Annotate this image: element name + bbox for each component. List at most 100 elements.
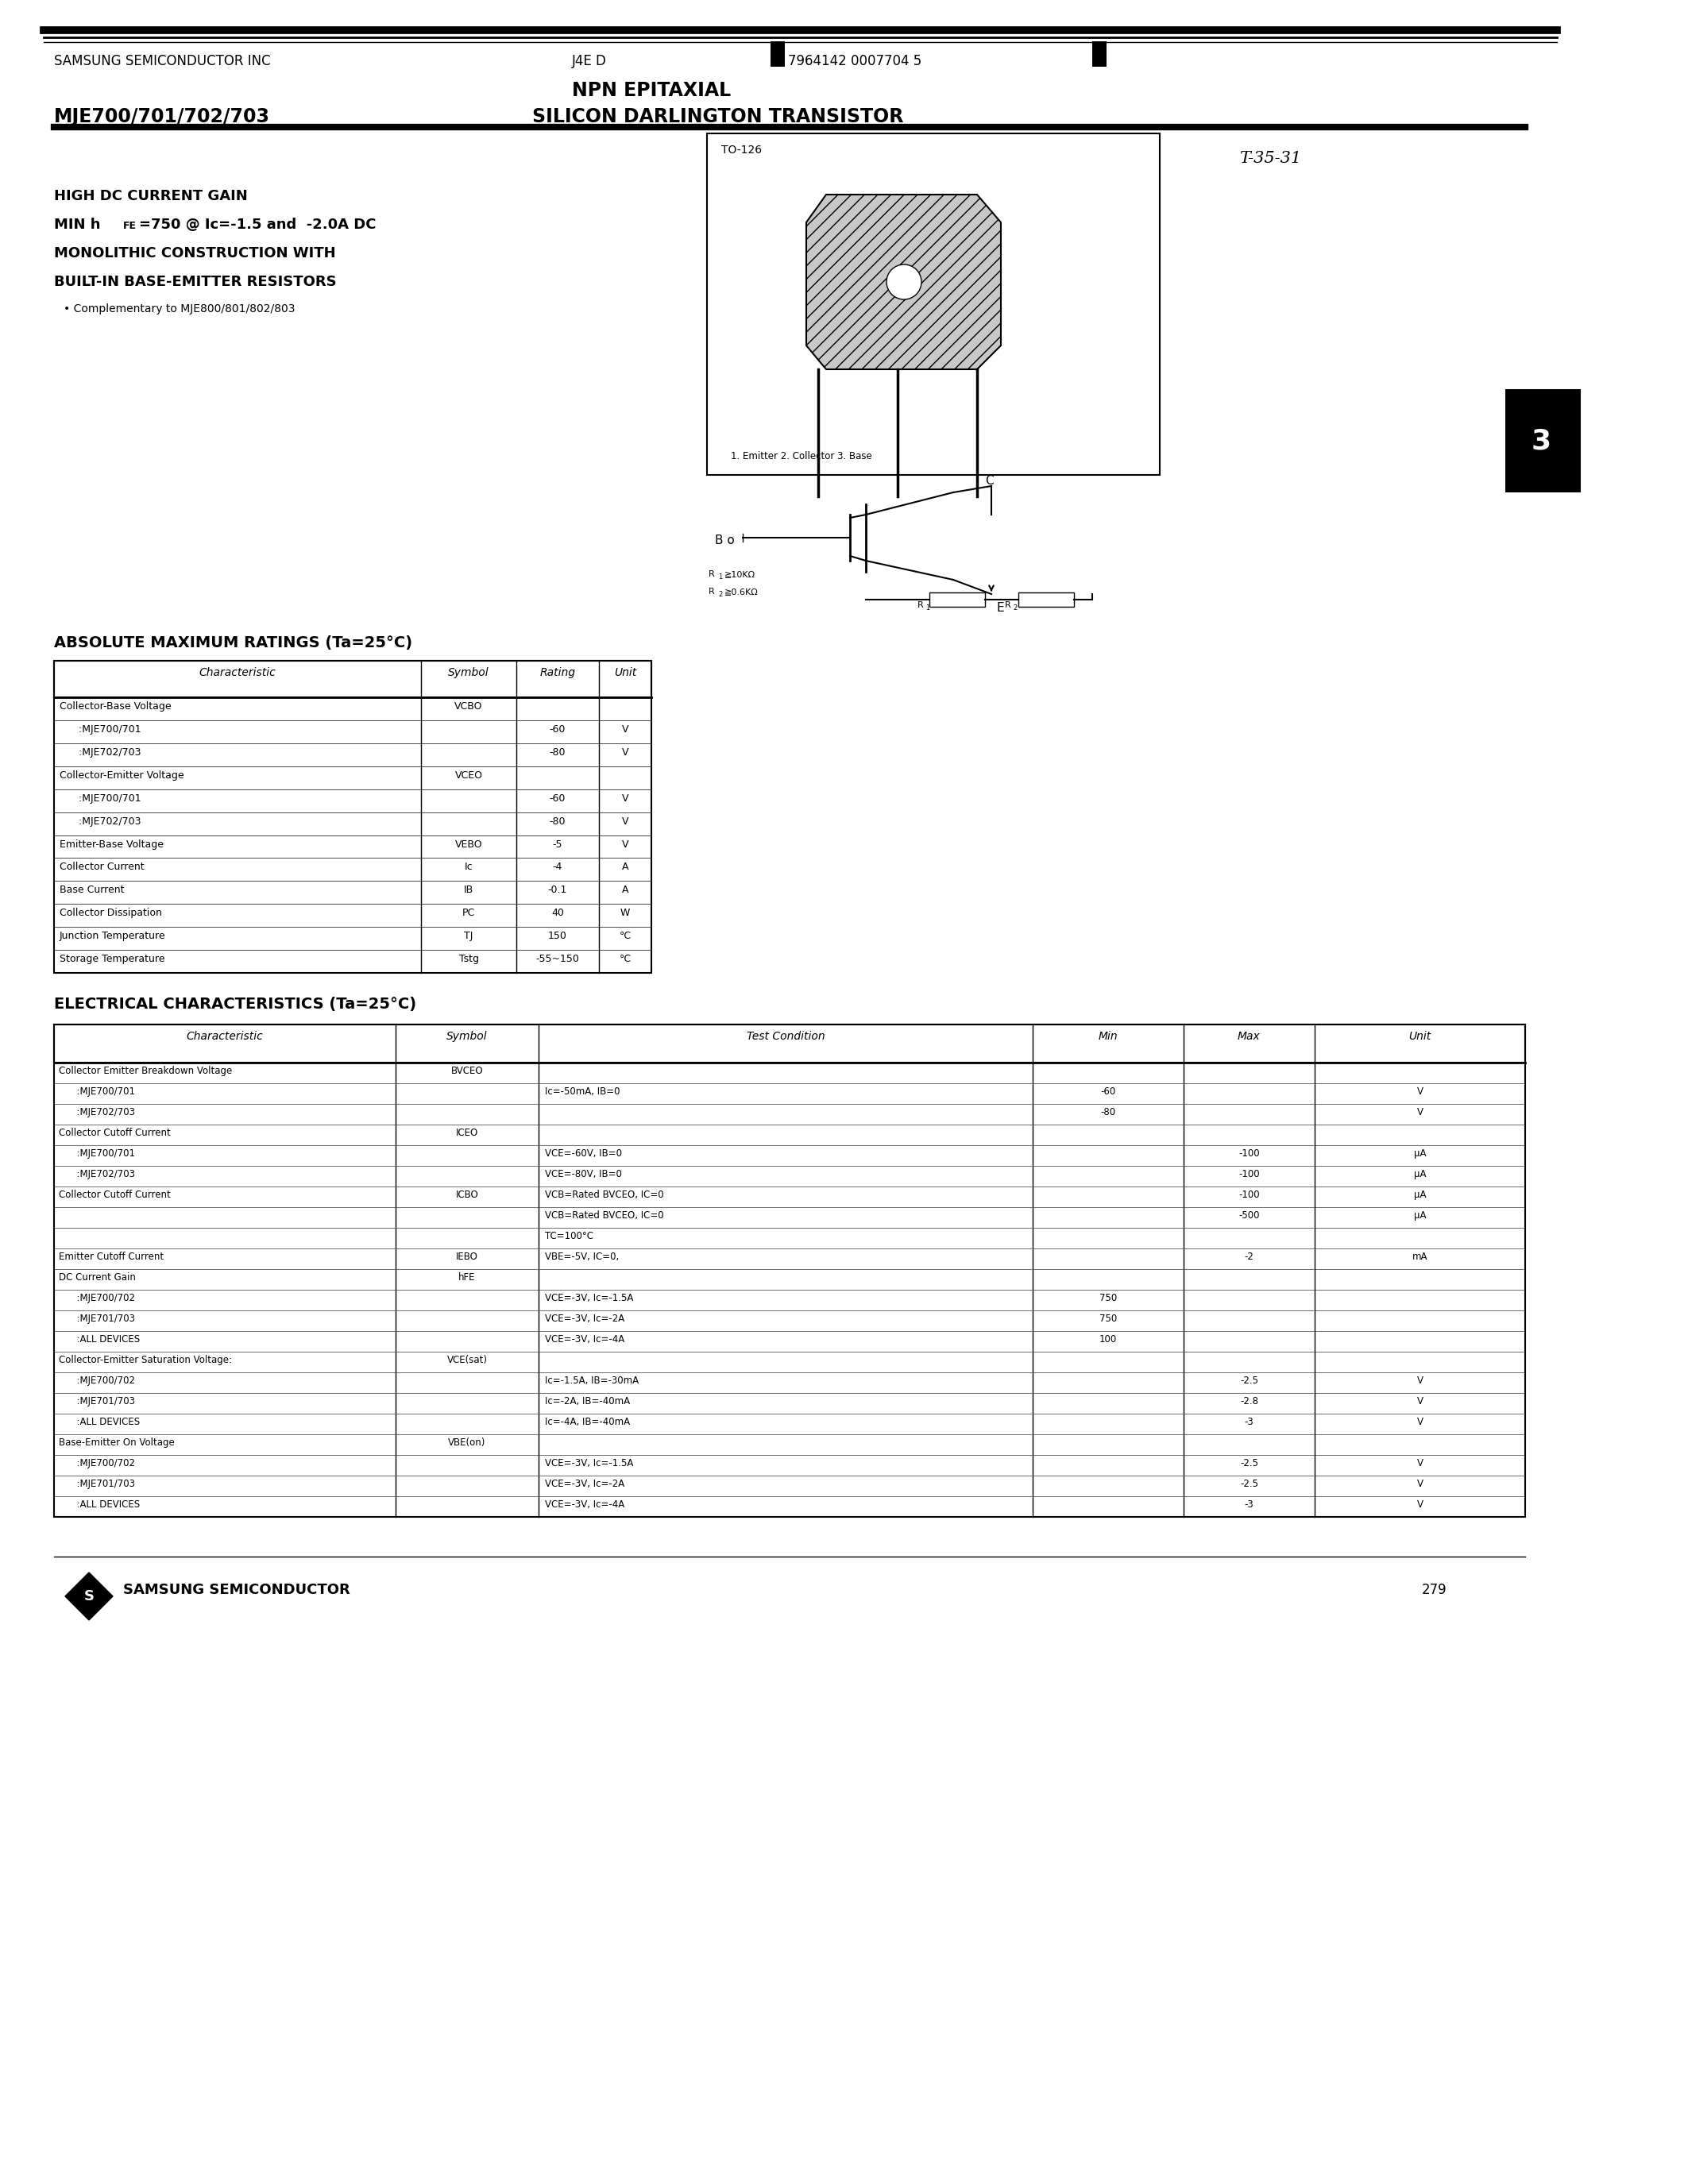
Text: -2: -2 bbox=[1244, 1251, 1254, 1262]
Text: V: V bbox=[1416, 1376, 1423, 1387]
Text: ELECTRICAL CHARACTERISTICS (Ta=25°C): ELECTRICAL CHARACTERISTICS (Ta=25°C) bbox=[54, 996, 417, 1011]
Text: :MJE702/703: :MJE702/703 bbox=[59, 1168, 135, 1179]
Text: 750: 750 bbox=[1099, 1293, 1117, 1304]
Text: Unit: Unit bbox=[1409, 1031, 1431, 1042]
Text: Collector-Base Voltage: Collector-Base Voltage bbox=[59, 701, 170, 712]
Text: BVCEO: BVCEO bbox=[451, 1066, 483, 1077]
Text: VCEO: VCEO bbox=[454, 771, 483, 780]
Text: V: V bbox=[1416, 1479, 1423, 1489]
Text: Collector Cutoff Current: Collector Cutoff Current bbox=[59, 1190, 170, 1199]
Text: A: A bbox=[621, 863, 628, 871]
Text: 3: 3 bbox=[1531, 428, 1551, 454]
Text: VCE=-3V, Ic=-2A: VCE=-3V, Ic=-2A bbox=[545, 1479, 625, 1489]
Text: Characteristic: Characteristic bbox=[199, 666, 275, 679]
Text: W: W bbox=[619, 909, 630, 917]
Text: -0.1: -0.1 bbox=[549, 885, 567, 895]
Text: E: E bbox=[998, 603, 1004, 614]
Text: -80: -80 bbox=[1101, 1107, 1116, 1118]
Text: IB: IB bbox=[464, 885, 474, 895]
Text: T-35-31: T-35-31 bbox=[1239, 151, 1301, 166]
Text: Symbol: Symbol bbox=[447, 1031, 488, 1042]
Text: Collector Current: Collector Current bbox=[59, 863, 143, 871]
Text: V: V bbox=[621, 839, 628, 850]
Text: ≧0.6KΩ: ≧0.6KΩ bbox=[724, 587, 758, 596]
Bar bbox=[770, 41, 785, 68]
Circle shape bbox=[886, 264, 922, 299]
Text: MIN h: MIN h bbox=[54, 218, 101, 232]
Text: V: V bbox=[621, 747, 628, 758]
Text: V: V bbox=[621, 817, 628, 826]
Text: 2: 2 bbox=[717, 592, 722, 598]
Text: -60: -60 bbox=[550, 793, 565, 804]
Text: Ic=-4A, IB=-40mA: Ic=-4A, IB=-40mA bbox=[545, 1417, 630, 1426]
Polygon shape bbox=[66, 1572, 113, 1621]
Text: ≧10KΩ: ≧10KΩ bbox=[724, 570, 756, 579]
Text: MJE700/701/702/703: MJE700/701/702/703 bbox=[54, 107, 270, 127]
Text: 750: 750 bbox=[1099, 1313, 1117, 1324]
Text: S: S bbox=[84, 1590, 95, 1603]
Text: VCB=Rated BVCEO, IC=0: VCB=Rated BVCEO, IC=0 bbox=[545, 1190, 663, 1199]
Text: Junction Temperature: Junction Temperature bbox=[59, 930, 165, 941]
Text: Symbol: Symbol bbox=[449, 666, 490, 679]
Text: 279: 279 bbox=[1421, 1583, 1447, 1597]
Text: -100: -100 bbox=[1239, 1190, 1259, 1199]
Text: Emitter Cutoff Current: Emitter Cutoff Current bbox=[59, 1251, 164, 1262]
Text: μA: μA bbox=[1415, 1168, 1426, 1179]
Text: ABSOLUTE MAXIMUM RATINGS (Ta=25°C): ABSOLUTE MAXIMUM RATINGS (Ta=25°C) bbox=[54, 636, 412, 651]
Bar bbox=[1092, 41, 1107, 68]
Text: 150: 150 bbox=[549, 930, 567, 941]
Text: V: V bbox=[1416, 1396, 1423, 1406]
Text: V: V bbox=[1416, 1085, 1423, 1096]
Text: Min: Min bbox=[1099, 1031, 1117, 1042]
Text: IEBO: IEBO bbox=[456, 1251, 478, 1262]
Text: J4E D: J4E D bbox=[572, 55, 606, 68]
Text: -80: -80 bbox=[550, 747, 565, 758]
Text: :MJE700/702: :MJE700/702 bbox=[59, 1376, 135, 1387]
Text: 7964142 0007704 5: 7964142 0007704 5 bbox=[788, 55, 922, 68]
Text: Base-Emitter On Voltage: Base-Emitter On Voltage bbox=[59, 1437, 174, 1448]
Text: 1: 1 bbox=[717, 574, 722, 581]
Bar bbox=[707, 133, 1160, 474]
Text: BUILT-IN BASE-EMITTER RESISTORS: BUILT-IN BASE-EMITTER RESISTORS bbox=[54, 275, 336, 288]
Text: ICBO: ICBO bbox=[456, 1190, 478, 1199]
Text: HIGH DC CURRENT GAIN: HIGH DC CURRENT GAIN bbox=[54, 190, 248, 203]
Text: TC=100°C: TC=100°C bbox=[545, 1232, 594, 1241]
Text: Ic=-2A, IB=-40mA: Ic=-2A, IB=-40mA bbox=[545, 1396, 630, 1406]
Text: TO-126: TO-126 bbox=[721, 144, 761, 155]
Text: VEBO: VEBO bbox=[456, 839, 483, 850]
Text: Collector Dissipation: Collector Dissipation bbox=[59, 909, 162, 917]
Text: -60: -60 bbox=[1101, 1085, 1116, 1096]
Text: °C: °C bbox=[619, 954, 631, 963]
Text: -2.5: -2.5 bbox=[1241, 1376, 1258, 1387]
Text: VCBO: VCBO bbox=[454, 701, 483, 712]
Text: Collector Emitter Breakdown Voltage: Collector Emitter Breakdown Voltage bbox=[59, 1066, 233, 1077]
Text: 2: 2 bbox=[1013, 605, 1016, 612]
Text: Emitter-Base Voltage: Emitter-Base Voltage bbox=[59, 839, 164, 850]
Text: Unit: Unit bbox=[614, 666, 636, 679]
Text: Rating: Rating bbox=[540, 666, 576, 679]
Text: Ic: Ic bbox=[464, 863, 473, 871]
Bar bbox=[1506, 389, 1580, 491]
Text: R: R bbox=[1004, 601, 1011, 609]
Text: :MJE702/703: :MJE702/703 bbox=[59, 817, 142, 826]
Text: A: A bbox=[621, 885, 628, 895]
Text: DC Current Gain: DC Current Gain bbox=[59, 1273, 135, 1282]
Text: V: V bbox=[1416, 1417, 1423, 1426]
Text: • Complementary to MJE800/801/802/803: • Complementary to MJE800/801/802/803 bbox=[64, 304, 295, 314]
Text: NPN EPITAXIAL: NPN EPITAXIAL bbox=[572, 81, 731, 100]
Text: -2.5: -2.5 bbox=[1241, 1479, 1258, 1489]
Text: Ic=-50mA, IB=0: Ic=-50mA, IB=0 bbox=[545, 1085, 619, 1096]
Text: :MJE700/701: :MJE700/701 bbox=[59, 1149, 135, 1160]
Text: μA: μA bbox=[1415, 1149, 1426, 1160]
Text: V: V bbox=[621, 793, 628, 804]
Text: 40: 40 bbox=[552, 909, 564, 917]
Text: V: V bbox=[621, 725, 628, 734]
Text: VCE=-60V, IB=0: VCE=-60V, IB=0 bbox=[545, 1149, 621, 1160]
Text: Collector-Emitter Voltage: Collector-Emitter Voltage bbox=[59, 771, 184, 780]
Text: μA: μA bbox=[1415, 1210, 1426, 1221]
Text: VCE(sat): VCE(sat) bbox=[447, 1354, 488, 1365]
Text: ICEO: ICEO bbox=[456, 1127, 478, 1138]
Text: Max: Max bbox=[1237, 1031, 1261, 1042]
Text: SAMSUNG SEMICONDUCTOR INC: SAMSUNG SEMICONDUCTOR INC bbox=[54, 55, 270, 68]
Text: hFE: hFE bbox=[459, 1273, 476, 1282]
